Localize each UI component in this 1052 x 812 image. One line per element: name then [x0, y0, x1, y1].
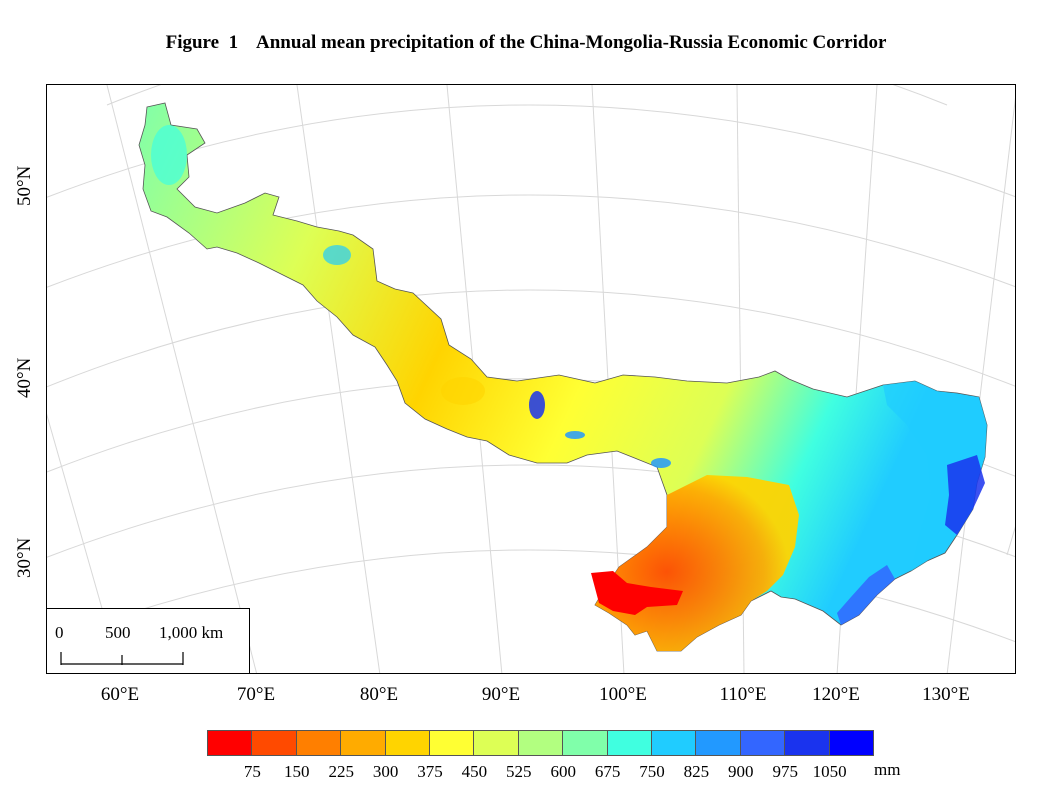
legend-label: 1050 [812, 762, 847, 781]
wet-patch-east [651, 458, 671, 468]
wet-patch-central [565, 431, 585, 439]
longitude-label: 90°E [481, 684, 521, 705]
legend-swatch [340, 730, 386, 756]
legend-label: 900 [728, 762, 754, 781]
legend-label: 375 [417, 762, 443, 781]
legend-label: 525 [506, 762, 532, 781]
legend-swatch [473, 730, 519, 756]
legend-label: 150 [284, 762, 310, 781]
latitude-label: 50°N [14, 165, 35, 206]
legend-swatch [651, 730, 697, 756]
legend-label: 750 [639, 762, 665, 781]
legend-label: 300 [372, 762, 399, 781]
legend-label: 75 [243, 762, 261, 781]
latitude-label: 40°N [14, 357, 35, 398]
legend-swatch [295, 730, 342, 756]
legend-swatch [562, 730, 608, 756]
scale-bar-label: 1,000 km [159, 623, 224, 642]
legend-swatch [695, 730, 741, 756]
legend-swatch [517, 730, 564, 756]
latitude-label: 30°N [14, 537, 35, 578]
graticule-latitudes [47, 85, 1015, 643]
legend-label: 450 [461, 762, 488, 781]
wet-southeast-zone [837, 565, 895, 625]
scale-bar-ruler [60, 652, 184, 665]
legend-swatch [384, 730, 431, 756]
driest-zone [591, 571, 683, 615]
legend-swatch [429, 730, 475, 756]
legend-swatch [251, 730, 297, 756]
dry-south-zone [595, 475, 799, 651]
wet-coast-zone [945, 455, 985, 535]
figure-title: Figure 1 Annual mean precipitation of th… [165, 32, 887, 53]
scale-bar-label: 500 [105, 623, 131, 642]
legend-swatch [207, 730, 253, 756]
wet-patch-west [529, 391, 545, 419]
corridor-main [138, 102, 988, 652]
corridor-region [138, 102, 988, 652]
legend-label: 675 [594, 762, 621, 781]
wet-patch-tip [151, 125, 187, 185]
legend-swatch [784, 730, 830, 756]
wet-patch-northwest [323, 245, 351, 265]
legend-label: 600 [550, 762, 576, 781]
legend-label: 975 [772, 762, 798, 781]
longitude-label: 60°E [100, 684, 140, 705]
legend-label: 825 [683, 762, 710, 781]
legend-swatch [739, 730, 786, 756]
longitude-label: 100°E [599, 684, 647, 705]
dry-patch-west [441, 377, 485, 405]
precipitation-legend [207, 730, 875, 756]
longitude-label: 70°E [236, 684, 276, 705]
legend-swatch [828, 730, 875, 756]
legend-label: 225 [328, 762, 354, 781]
scale-bar-label: 0 [55, 623, 64, 642]
map-frame [46, 84, 1016, 674]
legend-unit: mm [874, 760, 901, 779]
longitude-label: 130°E [922, 684, 970, 705]
map-canvas [47, 85, 1015, 673]
longitude-label: 120°E [812, 684, 860, 705]
scale-bar: 0 500 1,000 km [46, 608, 250, 674]
legend-swatch [606, 730, 653, 756]
longitude-label: 80°E [359, 684, 399, 705]
longitude-label: 110°E [719, 684, 767, 705]
